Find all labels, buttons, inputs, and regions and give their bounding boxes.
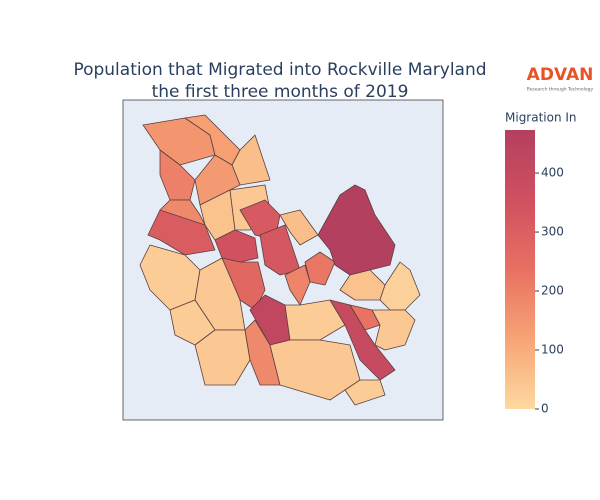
colorbar-tick-label: 100 bbox=[541, 343, 564, 357]
region bbox=[284, 264, 311, 306]
region bbox=[344, 379, 386, 406]
colorbar-tick-label: 400 bbox=[541, 166, 564, 180]
title-line: the first three months of 2019 bbox=[152, 82, 409, 102]
colorbar-title: Migration In bbox=[505, 111, 577, 125]
logo-tagline: Research through Technology bbox=[527, 87, 594, 93]
region bbox=[371, 309, 416, 351]
colorbar-tick-label: 200 bbox=[541, 284, 564, 298]
region bbox=[231, 134, 271, 186]
colorbar-tick-label: 300 bbox=[541, 225, 564, 239]
region bbox=[269, 339, 361, 401]
colorbar bbox=[505, 130, 535, 409]
region bbox=[317, 184, 396, 276]
region bbox=[239, 199, 281, 241]
region bbox=[279, 209, 319, 246]
region bbox=[379, 261, 421, 311]
title-line: Population that Migrated into Rockville … bbox=[73, 60, 486, 80]
colorbar-tick-label: 0 bbox=[541, 402, 549, 416]
region bbox=[147, 209, 216, 256]
logo-name: ADVAN bbox=[527, 65, 594, 85]
